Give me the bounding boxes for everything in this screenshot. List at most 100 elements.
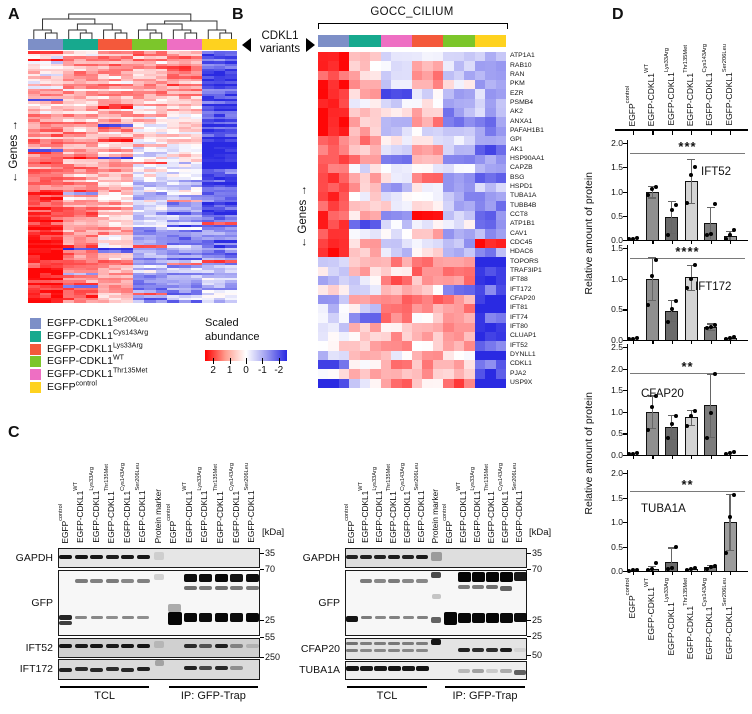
data-dot xyxy=(708,231,713,236)
data-dot xyxy=(665,319,670,324)
colorbar-title-line2: abundance xyxy=(205,331,260,343)
chart-y-tick xyxy=(623,215,627,217)
y-axis-label-top: Relative amount of protein xyxy=(583,172,595,295)
blot-band xyxy=(214,644,228,649)
colorbar-title: Scaled abundance xyxy=(205,316,259,344)
blot-band xyxy=(431,571,441,578)
label-superscript: WT xyxy=(358,482,365,491)
error-cap-top xyxy=(706,323,715,325)
gene-label-BSG: BSG xyxy=(510,173,525,181)
lane-label-right-11: EGFP-CDKL1Cys143Arg xyxy=(498,463,510,543)
chart-y-tick xyxy=(623,248,627,250)
chart-y-tick xyxy=(623,411,627,413)
error-bar xyxy=(690,159,692,203)
label-base: EGFP xyxy=(443,520,454,543)
blot-band xyxy=(59,667,73,672)
error-bar xyxy=(651,185,653,198)
data-dot xyxy=(631,568,635,573)
blot-band xyxy=(245,573,259,582)
arrowhead-left-icon xyxy=(242,38,251,52)
gene-label-PJA2: PJA2 xyxy=(510,369,527,377)
data-dot xyxy=(654,258,659,263)
tcl-label-left: TCL xyxy=(94,690,115,702)
label-superscript: Lys33Arg xyxy=(372,467,379,491)
blot-band xyxy=(360,616,372,620)
chart-y-tick-label: 2.5 xyxy=(611,342,623,352)
significance-line xyxy=(630,258,745,260)
gene-label-PAFAH1B1: PAFAH1B1 xyxy=(510,126,544,134)
data-dot xyxy=(685,285,690,290)
colorbar-tick-label: -1 xyxy=(257,365,267,376)
blot-band xyxy=(416,579,428,584)
gene-label-IFT81: IFT81 xyxy=(510,304,528,312)
error-cap-top xyxy=(687,159,696,161)
error-bar xyxy=(729,494,731,550)
blot-band xyxy=(199,585,213,590)
data-dot xyxy=(627,237,631,242)
blot-band xyxy=(230,613,244,623)
kda-tick xyxy=(527,569,531,571)
gene-label-DYNLL1: DYNLL1 xyxy=(510,350,536,358)
gene-label-IFT80: IFT80 xyxy=(510,322,528,330)
chart-y-tick-label: 1.5 xyxy=(611,162,623,173)
label-superscript: Ser206Leu xyxy=(112,315,148,324)
gene-label-TUBA1A: TUBA1A xyxy=(510,192,537,200)
error-cap-bottom xyxy=(706,329,715,331)
blot-band xyxy=(500,668,512,673)
lane-label-right-6: Protein marker xyxy=(430,489,440,543)
blot-band xyxy=(214,665,228,670)
lane-label-left-6: Protein marker xyxy=(153,489,163,543)
blot-band xyxy=(431,638,441,645)
chart-x-tick xyxy=(710,340,712,344)
chart-y-tick xyxy=(623,309,627,311)
error-cap-top xyxy=(667,201,676,203)
chart-y-tick xyxy=(623,340,627,342)
gene-label-CAV1: CAV1 xyxy=(510,229,528,237)
label-base: EGFP xyxy=(47,381,76,393)
kda-marker-label: 25 xyxy=(265,615,276,625)
blot-band xyxy=(360,648,372,652)
blot-band xyxy=(346,642,358,645)
blot-band xyxy=(136,555,150,559)
data-dot xyxy=(635,336,639,341)
chart-y-tick-label: 1.5 xyxy=(611,243,623,253)
data-dot xyxy=(685,568,690,573)
blot-band xyxy=(346,555,358,559)
blot-band xyxy=(59,620,73,625)
chart-y-tick-label: 0.0 xyxy=(611,235,623,245)
chart-x-tick xyxy=(671,340,673,344)
gene-label-CAPZB: CAPZB xyxy=(510,164,533,172)
legend-swatch-lys33arg xyxy=(30,343,41,355)
label-superscript: Cys143Arg xyxy=(228,463,235,491)
blot-band xyxy=(514,648,526,653)
gene-label-ATP1A1: ATP1A1 xyxy=(510,52,535,60)
chart-y-tick xyxy=(623,522,627,524)
chart-y-tick-label: 1.0 xyxy=(611,517,623,527)
blot-band xyxy=(214,613,228,623)
arrowhead-right-icon xyxy=(306,38,315,52)
label-superscript: control xyxy=(624,578,631,596)
chart-y-tick xyxy=(623,433,627,435)
label-base: EGFP-CDKL1 xyxy=(471,490,482,543)
blot-band xyxy=(416,616,428,620)
label-superscript: Thr135Met xyxy=(386,463,393,491)
gene-label-GPI: GPI xyxy=(510,136,522,144)
label-superscript: control xyxy=(442,503,449,521)
data-dot xyxy=(669,565,674,570)
chart-y-axis xyxy=(627,344,629,455)
blot-band xyxy=(74,579,88,584)
d-header-label-wt: EGFP-CDKL1WT xyxy=(644,64,656,126)
label-base: EGFP-CDKL1 xyxy=(215,490,225,543)
blot-band xyxy=(90,555,104,559)
blot-band xyxy=(374,579,386,584)
blot-band xyxy=(458,585,470,590)
blot-band xyxy=(214,585,228,590)
data-dot xyxy=(724,336,728,341)
lane-label-left-9: EGFP-CDKL1Lys33Arg xyxy=(198,467,210,543)
chart-y-tick xyxy=(623,571,627,573)
chart-x-tick xyxy=(691,571,693,575)
legend-label-thr135met: EGFP-CDKL1Thr135Met xyxy=(47,367,147,380)
chart-x-tick xyxy=(633,571,635,575)
lane-label-left-11: EGFP-CDKL1Cys143Arg xyxy=(228,463,241,543)
blot-row-label-right-CFAP20: CFAP20 xyxy=(300,643,340,655)
